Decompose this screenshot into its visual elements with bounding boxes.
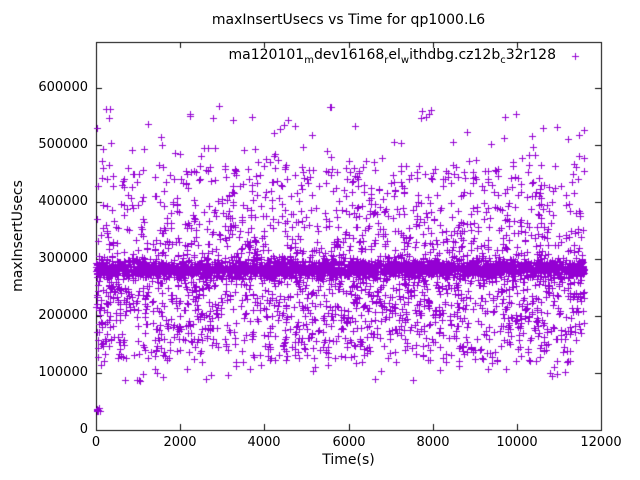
legend-label-subscript: w (400, 54, 410, 66)
y-tick-label: 200000 (38, 308, 88, 323)
legend-label-subscript: c (500, 54, 506, 66)
y-tick-label: 500000 (38, 137, 88, 152)
x-axis-label: Time(s) (322, 452, 375, 468)
x-tick-label: 6000 (332, 435, 366, 450)
y-tick-label: 0 (79, 422, 88, 437)
legend-label-text: el (388, 46, 401, 63)
legend-label-subscript: r (384, 54, 389, 66)
legend-label-subscript: m (304, 54, 314, 66)
chart-title: maxInsertUsecs vs Time for qp1000.L6 (211, 12, 486, 28)
legend-label-text: ithdbg.cz12b (409, 46, 501, 63)
y-tick-label: 300000 (38, 251, 88, 266)
legend-label-text: 32r128 (505, 46, 556, 63)
x-tick-label: 4000 (247, 435, 281, 450)
legend-label-text: ma120101 (228, 46, 305, 63)
y-tick-label: 600000 (38, 80, 88, 95)
x-tick-label: 12000 (580, 435, 622, 450)
legend: ma120101mdev16168relwithdbg.cz12bc32r128 (96, 47, 601, 66)
legend-label-text: dev16168 (313, 46, 385, 63)
legend-series-label: ma120101mdev16168relwithdbg.cz12bc32r128 (229, 47, 556, 66)
y-tick-label: 400000 (38, 194, 88, 209)
x-tick-label: 2000 (163, 435, 197, 450)
x-tick-label: 10000 (496, 435, 538, 450)
x-tick-label: 8000 (416, 435, 450, 450)
y-tick-label: 100000 (38, 365, 88, 380)
x-tick-label: 0 (91, 435, 101, 450)
